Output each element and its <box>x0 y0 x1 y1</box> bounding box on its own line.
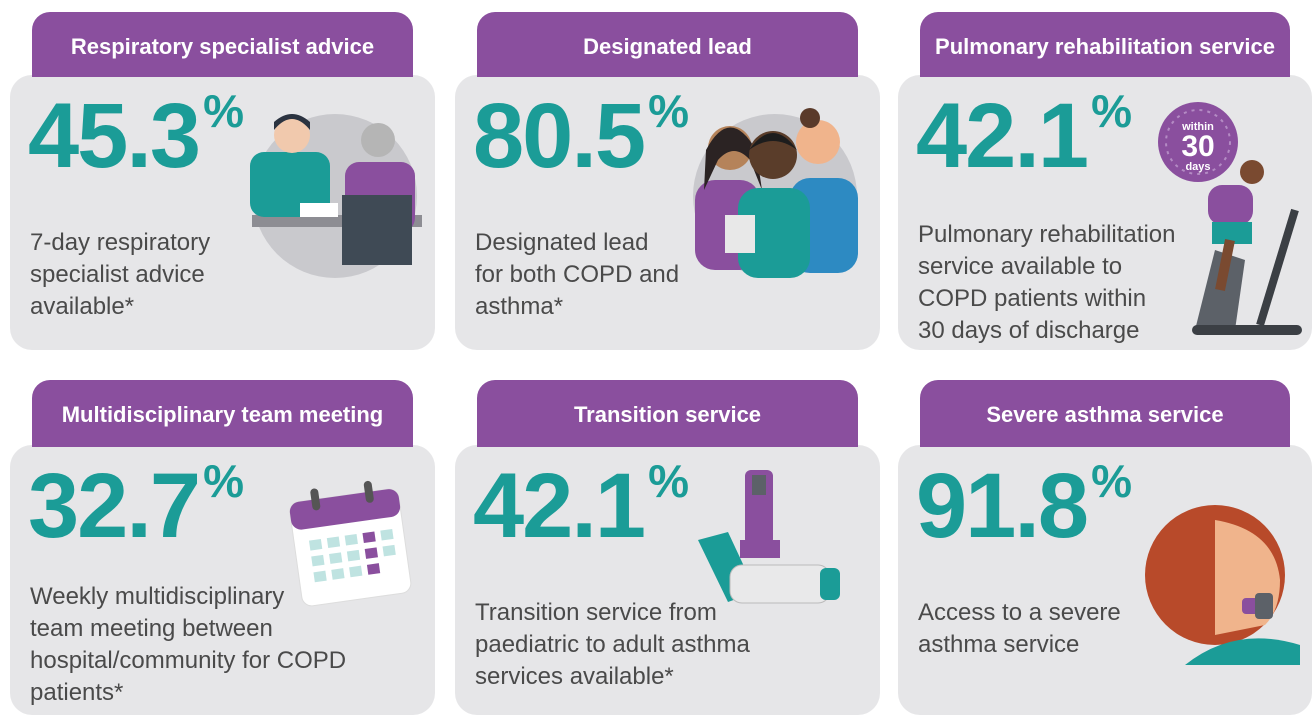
stat-value: 42.1 <box>473 455 644 557</box>
description-line: COPD patients within <box>918 285 1146 312</box>
description-line: asthma service <box>918 631 1079 658</box>
card-tab-fill <box>32 57 413 77</box>
badge-number: 30 <box>1181 130 1214 163</box>
description-line: 30 days of discharge <box>918 317 1139 344</box>
stat-unit: % <box>203 455 244 507</box>
stat-value: 32.7 <box>28 455 199 557</box>
card-title: Pulmonary rehabilitation service <box>935 34 1275 59</box>
card-title: Designated lead <box>583 34 752 59</box>
page: Respiratory specialist advice 45.3% 7-day … <box>0 0 1312 715</box>
stat-unit: % <box>203 85 244 137</box>
card-tab-fill <box>920 427 1290 447</box>
description-line: specialist advice <box>30 261 205 288</box>
stat-value: 91.8 <box>916 455 1087 557</box>
description-line: Access to a severe <box>918 599 1121 626</box>
card-tab-fill <box>477 57 858 77</box>
description-line: services available* <box>475 663 674 690</box>
card-tab-fill <box>477 427 858 447</box>
stat-unit: % <box>1091 455 1132 507</box>
description-line: Weekly multidisciplinary <box>30 583 284 610</box>
description-line: 7-day respiratory <box>30 229 210 256</box>
stat-value: 42.1 <box>916 85 1087 187</box>
card: Transition service 42.1% Transition servic… <box>455 380 880 715</box>
infographic: Respiratory specialist advice 45.3% 7-day … <box>0 0 1312 715</box>
description-line: available* <box>30 293 134 320</box>
description-line: asthma* <box>475 293 563 320</box>
card-title: Multidisciplinary team meeting <box>62 402 384 427</box>
cards: Respiratory specialist advice 45.3% 7-day … <box>10 12 1312 715</box>
stat-unit: % <box>648 85 689 137</box>
card-title: Severe asthma service <box>986 402 1223 427</box>
description-line: patients* <box>30 679 123 706</box>
card-title: Transition service <box>574 402 761 427</box>
card-tab-fill <box>32 427 413 447</box>
description-line: Designated lead <box>475 229 648 256</box>
description-line: Transition service from <box>475 599 717 626</box>
card-title: Respiratory specialist advice <box>71 34 374 59</box>
stat-value: 45.3 <box>28 85 199 187</box>
badge-text: days <box>1185 161 1210 173</box>
description-line: Pulmonary rehabilitation <box>918 221 1175 248</box>
stat-unit: % <box>648 455 689 507</box>
description-line: service available to <box>918 253 1122 280</box>
stat-unit: % <box>1091 85 1132 137</box>
badge: within 30 days <box>1158 102 1238 182</box>
team-illustration <box>693 108 858 278</box>
stat-value: 80.5 <box>473 85 644 187</box>
card-tab-fill <box>920 57 1290 77</box>
description-line: team meeting between <box>30 615 273 642</box>
description-line: for both COPD and <box>475 261 679 288</box>
description-line: hospital/community for COPD <box>30 647 346 674</box>
description-line: paediatric to adult asthma <box>475 631 750 658</box>
